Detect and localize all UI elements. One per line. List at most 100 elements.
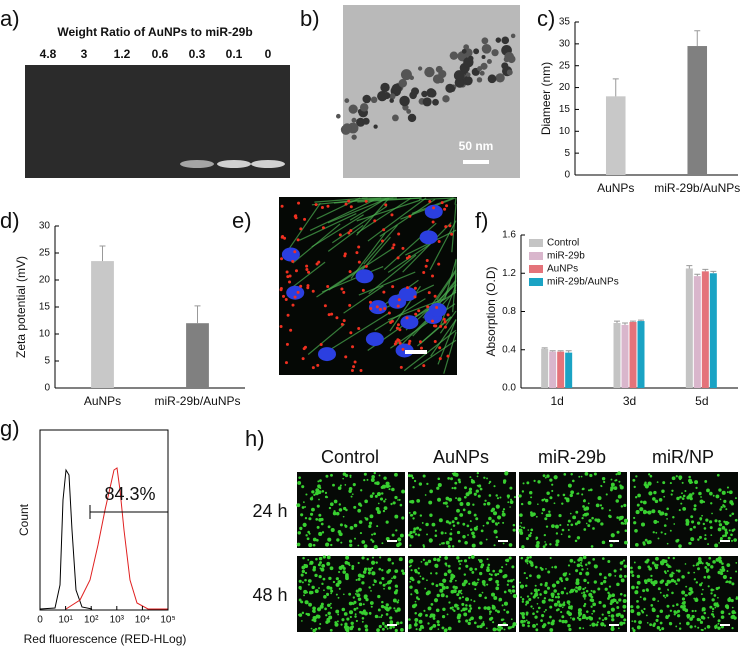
cell xyxy=(448,521,452,525)
cell xyxy=(714,624,718,629)
cell xyxy=(418,628,422,632)
cell xyxy=(678,627,682,631)
cell xyxy=(581,493,584,496)
cell xyxy=(542,623,547,627)
cell xyxy=(451,486,454,490)
cell xyxy=(718,520,721,523)
cell xyxy=(691,520,695,524)
cell xyxy=(520,521,523,524)
cell xyxy=(681,481,684,484)
cell xyxy=(344,524,347,527)
cell xyxy=(385,536,390,541)
cell xyxy=(498,569,503,574)
cell xyxy=(519,525,522,528)
cell xyxy=(671,489,674,492)
cell xyxy=(360,489,363,492)
cell xyxy=(507,501,510,504)
cell xyxy=(585,616,589,620)
cell xyxy=(605,493,608,496)
cell xyxy=(453,486,457,490)
cell xyxy=(370,605,373,608)
particle xyxy=(284,297,288,301)
cell xyxy=(561,606,564,609)
cell xyxy=(574,539,578,543)
cell xyxy=(389,579,393,583)
cell xyxy=(422,544,425,547)
cell xyxy=(358,587,362,592)
cell xyxy=(611,593,616,598)
cell xyxy=(361,620,364,623)
cell xyxy=(630,570,634,574)
cell xyxy=(396,600,399,604)
cell xyxy=(705,518,709,522)
cell xyxy=(361,616,365,620)
x-tick-label: 10² xyxy=(84,615,99,626)
cell xyxy=(503,590,507,594)
particle xyxy=(291,259,295,263)
actin-fiber xyxy=(363,224,398,265)
cell xyxy=(592,602,596,607)
cell xyxy=(378,624,382,629)
cell xyxy=(544,517,548,521)
cell xyxy=(592,558,595,561)
cell xyxy=(547,570,551,574)
cell xyxy=(349,543,353,547)
gel-band xyxy=(217,160,251,168)
cell xyxy=(441,585,446,590)
cell xyxy=(497,628,502,632)
cell xyxy=(456,556,460,560)
particle xyxy=(353,360,357,364)
nanoparticle xyxy=(422,97,432,107)
cell xyxy=(542,474,546,478)
cell xyxy=(530,605,533,608)
cell xyxy=(370,478,375,482)
cell xyxy=(591,516,594,520)
cell xyxy=(358,602,363,607)
cell xyxy=(408,511,411,514)
y-tick-label: 35 xyxy=(559,17,571,28)
cell xyxy=(656,614,660,618)
cell xyxy=(572,617,576,621)
cell xyxy=(371,474,375,479)
particle xyxy=(392,243,396,247)
cell xyxy=(410,474,414,478)
cell xyxy=(569,588,575,593)
gel-band xyxy=(180,160,214,168)
cell xyxy=(622,604,627,609)
cell xyxy=(460,559,463,562)
cell xyxy=(599,504,603,507)
cell xyxy=(701,514,703,517)
cell xyxy=(706,624,711,629)
cell xyxy=(644,510,648,514)
cell xyxy=(383,506,388,511)
y-tick-label: 0.8 xyxy=(502,306,516,317)
cell xyxy=(503,608,506,612)
cell xyxy=(380,604,385,609)
cell xyxy=(693,578,696,581)
nanoparticle xyxy=(473,48,480,55)
cell xyxy=(488,572,491,576)
cell xyxy=(694,598,699,602)
cell xyxy=(573,588,576,591)
cell xyxy=(554,565,558,569)
cell xyxy=(735,561,738,564)
cell xyxy=(684,489,687,492)
particle xyxy=(330,312,334,316)
cell xyxy=(591,612,594,615)
cell xyxy=(512,622,517,627)
cell xyxy=(311,619,314,622)
cell xyxy=(413,527,417,531)
nanoparticle xyxy=(398,78,408,88)
cell xyxy=(477,494,481,498)
particle xyxy=(438,357,442,361)
nanoparticle xyxy=(501,62,509,70)
cell xyxy=(469,476,472,479)
cell xyxy=(703,611,707,615)
cell xyxy=(698,560,703,565)
particle xyxy=(321,226,325,230)
actin-fiber xyxy=(332,205,388,244)
cell xyxy=(320,567,325,572)
cell xyxy=(434,529,437,532)
cell xyxy=(492,627,497,632)
